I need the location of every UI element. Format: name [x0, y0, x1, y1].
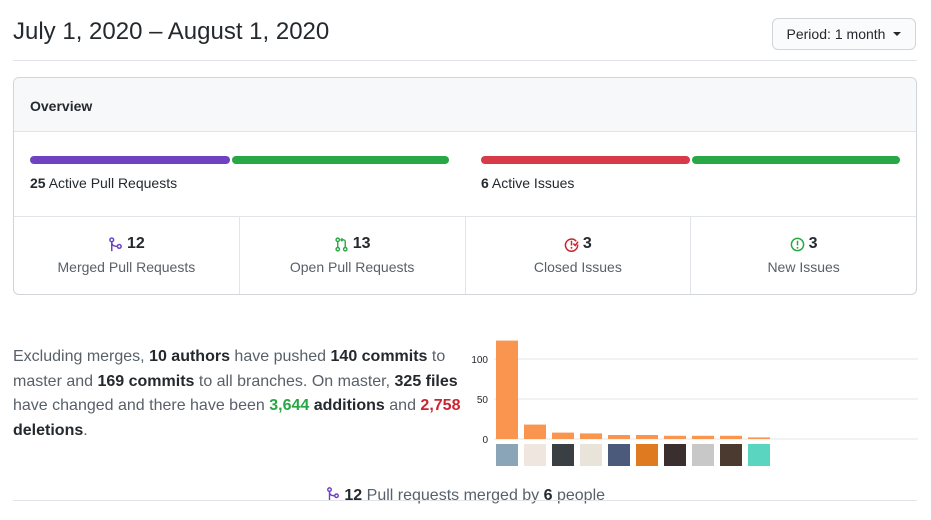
- bar[interactable]: [636, 435, 658, 439]
- bar[interactable]: [748, 437, 770, 439]
- overview-panel: Overview 25 Active Pull Requests 6 Activ…: [13, 77, 917, 295]
- author-avatar[interactable]: [748, 444, 770, 466]
- git-merge-icon: [327, 487, 339, 501]
- period-label: Period:: [786, 26, 831, 42]
- stat-label: Merged Pull Requests: [57, 259, 196, 275]
- page-title: July 1, 2020 – August 1, 2020: [13, 18, 330, 45]
- divider: [13, 500, 917, 501]
- pull-request-ratio-bar[interactable]: [30, 156, 449, 164]
- closed-segment: [481, 156, 690, 164]
- merged-segment: [30, 156, 231, 164]
- bar[interactable]: [496, 340, 518, 439]
- stat-closed-issues[interactable]: 3 Closed Issues: [466, 217, 692, 294]
- stat-value: 3: [808, 235, 818, 252]
- stat-label: Open Pull Requests: [289, 259, 415, 275]
- author-avatar[interactable]: [692, 444, 714, 466]
- author-avatar[interactable]: [580, 444, 602, 466]
- stat-new-issues[interactable]: 3 New Issues: [691, 217, 916, 294]
- bar[interactable]: [580, 433, 602, 439]
- stat-open-pull-requests[interactable]: 13 Open Pull Requests: [240, 217, 466, 294]
- open-segment: [232, 156, 449, 164]
- stat-value: 12: [126, 235, 145, 252]
- bar[interactable]: [524, 424, 546, 439]
- stat-value: 3: [582, 235, 592, 252]
- git-merge-icon: [109, 236, 122, 251]
- author-avatar[interactable]: [552, 444, 574, 466]
- y-tick-label: 100: [471, 355, 488, 366]
- period-dropdown[interactable]: Period: 1 month: [772, 18, 916, 50]
- stat-label: New Issues: [767, 259, 840, 275]
- bar[interactable]: [608, 435, 630, 439]
- commit-summary: Excluding merges, 10 authors have pushed…: [13, 348, 461, 439]
- authors-link[interactable]: 10 authors: [149, 348, 230, 365]
- issue-opened-icon: [790, 237, 805, 251]
- stat-merged-pull-requests[interactable]: 12 Merged Pull Requests: [14, 217, 240, 294]
- open-segment: [691, 156, 900, 164]
- git-pull-request-icon: [335, 236, 348, 252]
- bar[interactable]: [552, 432, 574, 439]
- divider: [13, 60, 917, 61]
- merged-pr-summary: 12 Pull requests merged by 6 people: [0, 487, 931, 505]
- author-avatar[interactable]: [524, 444, 546, 466]
- bar[interactable]: [664, 435, 686, 439]
- active-issues-link[interactable]: 6 Active Issues: [481, 175, 575, 191]
- author-avatar[interactable]: [720, 444, 742, 466]
- caret-down-icon: [893, 32, 902, 36]
- commits-by-author-chart: 0 50 100: [471, 340, 918, 466]
- bar[interactable]: [720, 435, 742, 439]
- period-value: 1 month: [834, 26, 886, 42]
- stat-value: 13: [352, 235, 371, 252]
- issue-closed-icon: [564, 237, 579, 252]
- y-tick-label: 50: [477, 395, 489, 406]
- author-avatar[interactable]: [636, 444, 658, 466]
- issue-ratio-bar[interactable]: [481, 156, 900, 164]
- author-avatar[interactable]: [608, 444, 630, 466]
- active-pull-requests-link[interactable]: 25 Active Pull Requests: [30, 175, 178, 191]
- stat-label: Closed Issues: [533, 259, 622, 275]
- author-avatar[interactable]: [664, 444, 686, 466]
- bar[interactable]: [692, 435, 714, 439]
- overview-title: Overview: [14, 78, 916, 132]
- y-tick-label: 0: [482, 435, 488, 446]
- author-avatar[interactable]: [496, 444, 518, 466]
